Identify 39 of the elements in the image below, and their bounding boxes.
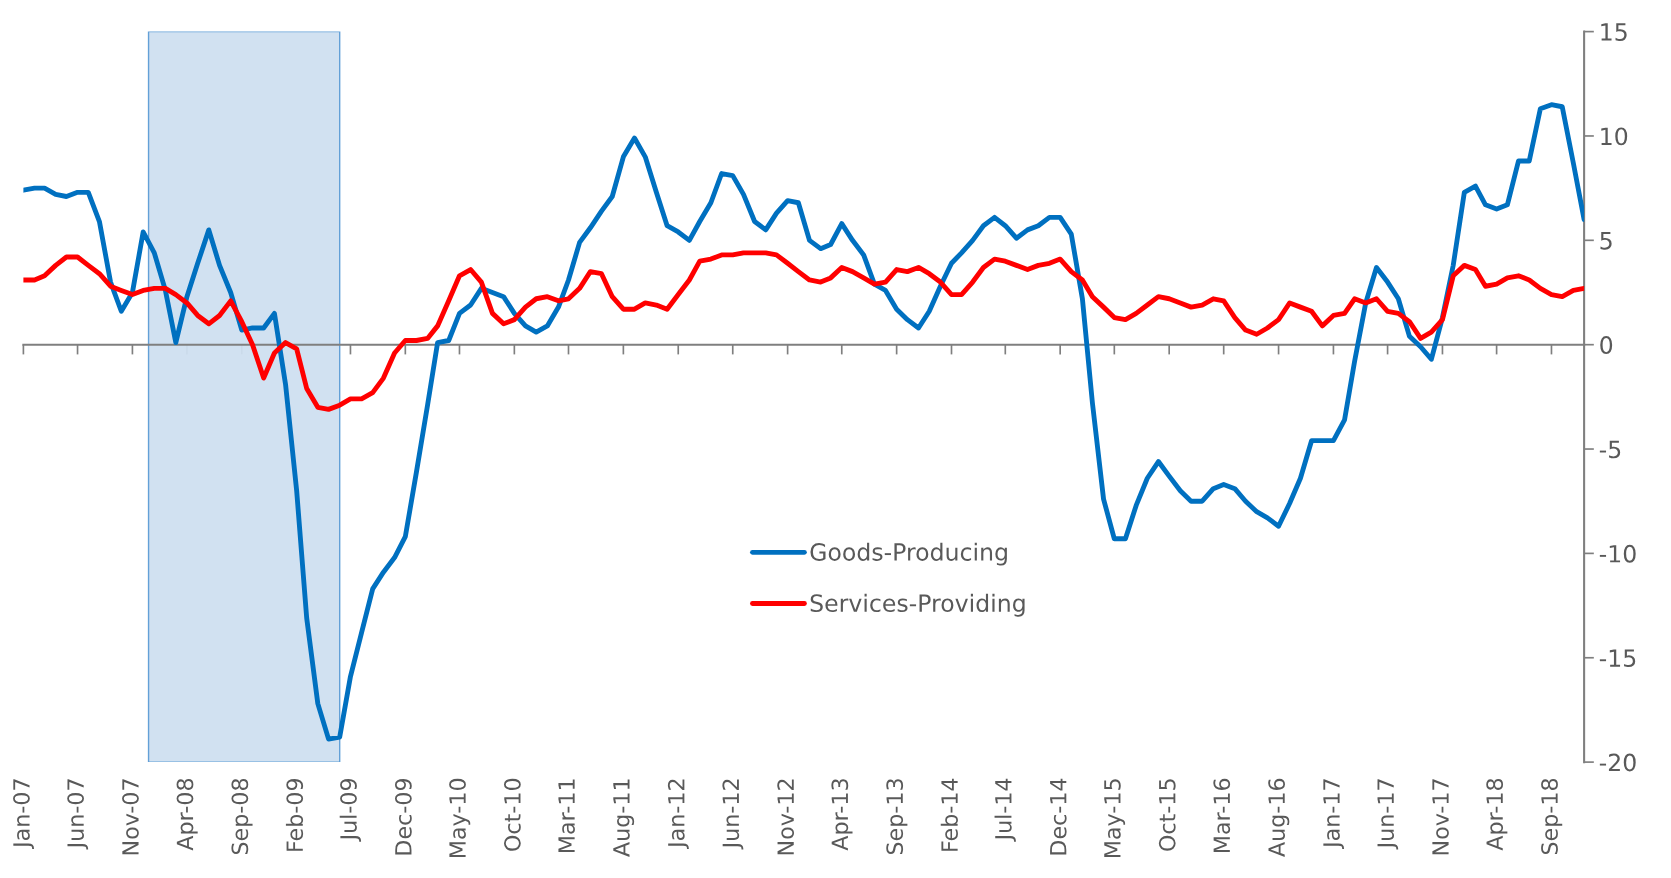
y-tick-label: -20 <box>1599 753 1636 772</box>
x-tick-label: Sep-13 <box>886 779 908 855</box>
x-tick-label: Jan-12 <box>667 779 689 850</box>
x-tick-label: Apr-18 <box>1486 778 1508 851</box>
x-tick-label: Feb-14 <box>940 778 958 851</box>
y-tick-label: -10 <box>1599 544 1636 563</box>
y-tick-label: -15 <box>1599 649 1636 668</box>
x-tick-label: Dec-14 <box>1050 778 1067 855</box>
x-tick-label: Jul-14 <box>994 778 1016 842</box>
x-tick-label: Sep-18 <box>1541 778 1563 855</box>
x-tick-label: May-10 <box>449 778 471 858</box>
x-tick-label: Apr-08 <box>176 778 198 851</box>
y-tick-label: 5 <box>1600 232 1612 250</box>
x-tick-label: Mar-16 <box>1213 778 1231 853</box>
x-tick-label: Oct-10 <box>503 778 521 851</box>
x-tick-label: Mar-11 <box>558 779 575 853</box>
x-tick-label: Oct-15 <box>1158 779 1176 851</box>
y-tick-label: 10 <box>1601 127 1628 146</box>
x-tick-label: Jul-09 <box>339 778 362 842</box>
x-tick-label: Nov-17 <box>1432 779 1449 855</box>
x-tick-label: Feb-09 <box>285 778 304 851</box>
y-tick-label: -5 <box>1599 440 1621 459</box>
x-tick-label: Jun-07 <box>67 779 89 850</box>
y-tick-label: 15 <box>1601 23 1627 41</box>
y-tick-label: 0 <box>1600 336 1613 354</box>
x-tick-label: Sep-08 <box>231 778 253 855</box>
x-tick-label: Apr-13 <box>831 779 853 851</box>
x-tick-label: Jun-12 <box>722 779 744 850</box>
x-tick-label: Jun-17 <box>1377 779 1399 850</box>
x-tick-label: Nov-07 <box>122 779 139 855</box>
x-tick-label: May-15 <box>1104 779 1126 858</box>
x-tick-label: Jan-17 <box>1323 779 1345 850</box>
x-tick-label: Nov-12 <box>777 779 795 855</box>
legend-label: Services-Providing <box>810 593 1025 617</box>
x-tick-label: Aug-11 <box>613 779 635 857</box>
x-tick-label: Dec-09 <box>394 778 412 855</box>
legend-label: Goods-Producing <box>810 542 1007 566</box>
x-tick-label: Jan-07 <box>13 779 34 850</box>
x-tick-label: Aug-16 <box>1268 778 1290 857</box>
